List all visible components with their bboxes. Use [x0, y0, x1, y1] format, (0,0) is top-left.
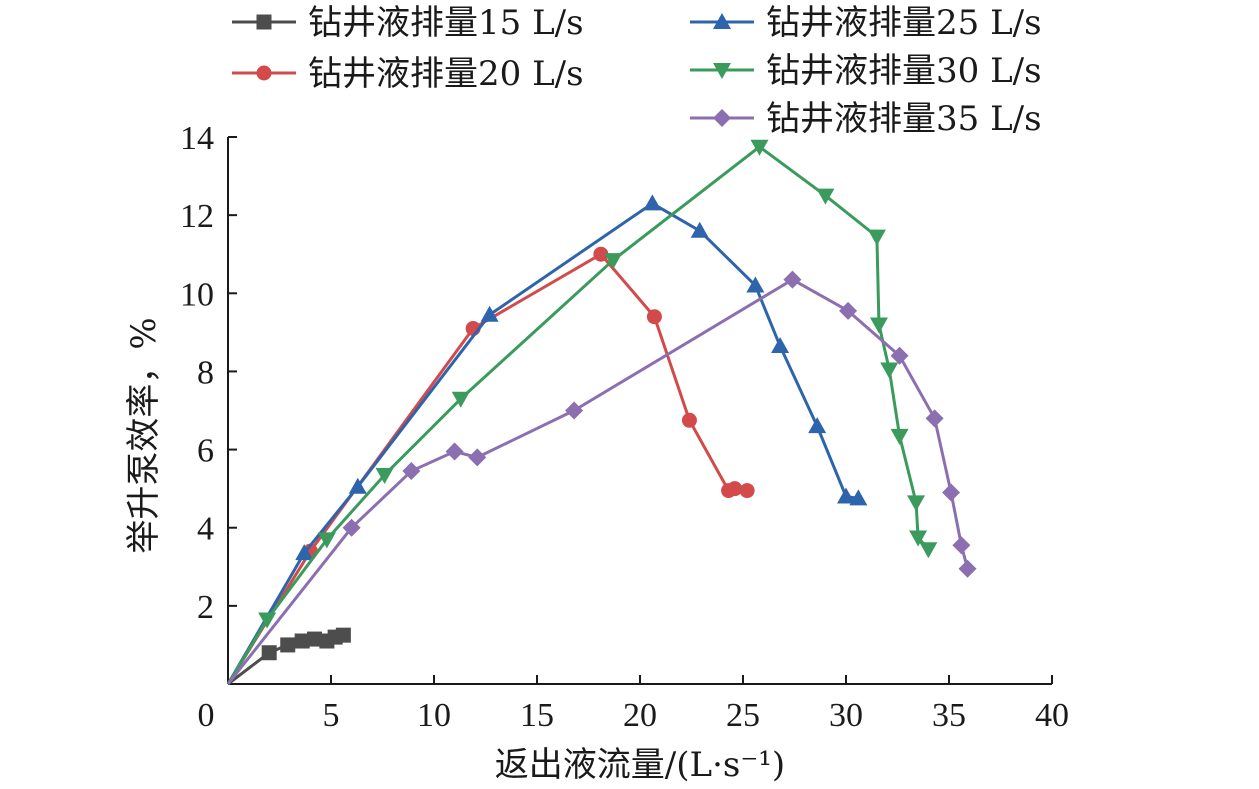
x-tick-label: 40 — [1035, 697, 1069, 734]
series-2-point — [646, 309, 662, 325]
series-4-point — [816, 188, 835, 205]
x-tick-label: 35 — [932, 697, 966, 734]
x-tick-label: 25 — [726, 697, 760, 734]
series-5-point — [925, 409, 944, 428]
series-2-point — [727, 481, 743, 497]
legend-item-5: 钻井液排量35 L/s — [690, 99, 1042, 139]
series-4-line — [226, 145, 930, 685]
series-5-point — [890, 346, 909, 365]
series-1 — [227, 627, 351, 686]
legend: 钻井液排量15 L/s 钻井液排量20 L/s 钻井液排量25 L/s 钻井液排量30… — [232, 3, 1042, 139]
series-5-point — [402, 462, 421, 481]
y-axis-title: 举升泵效率，% — [124, 317, 164, 553]
series-3-point — [643, 194, 662, 211]
series-5-point — [565, 401, 584, 420]
series-3-point — [849, 489, 868, 506]
x-tick-label: 10 — [417, 697, 451, 734]
legend-label: 钻井液排量35 L/s — [766, 99, 1042, 139]
series-4-point — [604, 253, 623, 270]
series-4-point — [890, 428, 909, 445]
series-3-line — [226, 201, 859, 685]
series-3-point — [480, 305, 499, 322]
series-4 — [226, 139, 938, 685]
legend-swatch-marker — [713, 63, 731, 79]
legend-swatch-marker — [256, 65, 272, 81]
series-2-point — [593, 246, 609, 262]
series-2-point — [739, 483, 755, 499]
legend-label: 钻井液排量15 L/s — [308, 3, 584, 43]
series-4-point — [869, 317, 888, 334]
series-3-point — [771, 337, 790, 354]
legend-swatch-marker — [713, 13, 731, 29]
x-tick-label: 5 — [323, 697, 340, 734]
y-tick-label: 8 — [197, 354, 214, 391]
series-4-point — [919, 542, 938, 559]
y-tick-label: 6 — [197, 433, 214, 470]
series-3-point — [837, 487, 855, 504]
series-5-point — [942, 483, 961, 502]
series-4-point — [867, 229, 886, 246]
series-5-point — [342, 518, 361, 537]
series-3-point — [690, 221, 709, 238]
y-tick-label: 14 — [180, 120, 214, 157]
x-axis-title: 返出液流量/(L·s⁻¹) — [495, 745, 785, 785]
series-5 — [226, 270, 977, 685]
series-3-point — [746, 276, 765, 293]
legend-label: 钻井液排量30 L/s — [766, 51, 1042, 91]
series-1-point — [280, 637, 296, 653]
series-4-point — [258, 612, 277, 629]
series-5-point — [952, 536, 971, 555]
y-tick-label: 2 — [197, 589, 214, 626]
series-3-point — [295, 544, 314, 561]
series-4-point — [907, 495, 926, 512]
series-4-point — [375, 467, 394, 484]
series-5-line — [226, 278, 969, 685]
legend-item-4: 钻井液排量30 L/s — [690, 51, 1042, 91]
series-2-point — [681, 412, 697, 428]
series-1-point — [335, 627, 351, 643]
series-5-point — [468, 448, 487, 467]
series-1-point — [294, 633, 310, 649]
legend-item-3: 钻井液排量25 L/s — [690, 3, 1042, 43]
legend-label: 钻井液排量20 L/s — [308, 54, 584, 94]
series-4-point — [750, 139, 769, 156]
x-tick-label: 0 — [198, 697, 215, 734]
series-5-point — [783, 270, 802, 289]
series-5-point — [445, 442, 464, 461]
axes: 0 5 10 15 20 25 30 35 40 2 4 6 8 10 12 14 — [180, 120, 1069, 734]
series-4-point — [909, 530, 928, 547]
series-5-point — [958, 559, 977, 578]
legend-swatch-marker — [713, 109, 731, 127]
legend-swatch-marker — [256, 14, 272, 30]
x-tick-label: 15 — [520, 697, 554, 734]
legend-label: 钻井液排量25 L/s — [766, 3, 1042, 43]
series-3-point — [808, 417, 827, 434]
x-tick-label: 30 — [829, 697, 863, 734]
series-4-point — [880, 362, 899, 379]
series-3 — [226, 194, 868, 685]
series-1-point — [261, 645, 277, 661]
legend-item-2: 钻井液排量20 L/s — [232, 54, 584, 94]
series-1-point — [307, 631, 323, 647]
y-tick-label: 10 — [180, 276, 214, 313]
series-4-point — [451, 391, 470, 408]
series-5-point — [839, 301, 858, 320]
legend-item-1: 钻井液排量15 L/s — [232, 3, 584, 43]
series-layer — [226, 139, 977, 686]
y-tick-label: 12 — [180, 198, 214, 235]
series-4-point — [317, 532, 336, 549]
y-tick-label: 4 — [197, 511, 214, 548]
x-tick-label: 20 — [623, 697, 657, 734]
series-3-point — [348, 477, 367, 494]
